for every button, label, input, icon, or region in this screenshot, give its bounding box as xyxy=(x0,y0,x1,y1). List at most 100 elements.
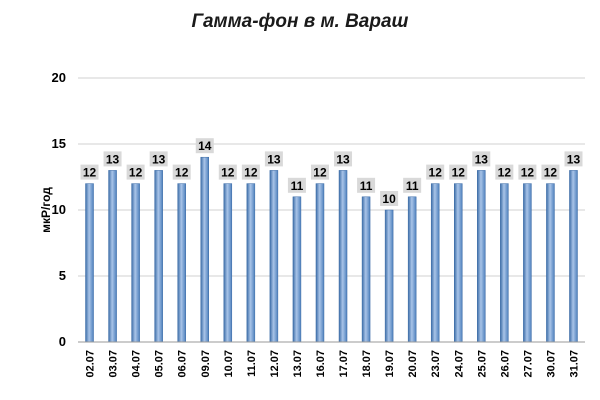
data-labels: 12 13 12 13 12 14 12 12 13 11 12 13 11 10 11 12 12 13 12 12… xyxy=(80,138,583,206)
data-label-bg xyxy=(195,138,214,154)
data-label: 13 xyxy=(267,152,281,166)
bar-06.07 xyxy=(177,183,186,343)
bar-11.07 xyxy=(246,183,256,343)
bar-02.07 xyxy=(85,183,94,343)
x-tick-label: 31.07 xyxy=(568,350,580,378)
x-tick-label: 17.07 xyxy=(338,350,350,378)
x-tick-label: 04.07 xyxy=(131,350,143,378)
bar-09.07 xyxy=(200,156,209,343)
y-tick-label: 5 xyxy=(59,268,66,283)
data-label-bg xyxy=(357,177,376,193)
data-label: 13 xyxy=(106,152,120,166)
data-label: 12 xyxy=(429,166,443,180)
x-tick-label: 18.07 xyxy=(361,350,373,378)
bar-25.07 xyxy=(477,170,486,343)
data-label-bg xyxy=(403,177,422,193)
y-tick-labels: 0 5 10 15 20 xyxy=(52,70,66,349)
bar-30.07 xyxy=(546,183,555,343)
data-label-bg xyxy=(380,191,399,206)
data-label-bg xyxy=(541,164,560,180)
data-label-bg xyxy=(218,164,237,180)
data-label: 12 xyxy=(175,166,189,180)
data-label-bg xyxy=(495,164,514,180)
bar-17.07 xyxy=(338,170,348,343)
data-label: 14 xyxy=(198,139,212,153)
x-tick-label: 10.07 xyxy=(223,350,235,378)
x-tick-label: 20.07 xyxy=(407,350,419,378)
data-label: 13 xyxy=(152,152,166,166)
x-tick-label: 02.07 xyxy=(85,350,97,378)
x-tick-label: 11.07 xyxy=(246,350,258,377)
x-tick-label: 09.07 xyxy=(200,350,212,378)
data-label: 12 xyxy=(83,166,97,180)
y-axis-label: мкР/год xyxy=(39,187,53,233)
data-label: 11 xyxy=(291,179,304,193)
bar-03.07 xyxy=(108,170,117,343)
chart-title: Гамма-фон в м. Вараш xyxy=(192,11,409,32)
grid-lines xyxy=(78,77,585,343)
data-label: 13 xyxy=(336,152,350,166)
bar-19.07 xyxy=(384,209,394,343)
x-tick-label: 27.07 xyxy=(522,350,534,378)
data-label: 12 xyxy=(544,166,558,180)
data-label: 13 xyxy=(475,152,489,166)
bars xyxy=(85,156,578,343)
bar-23.07 xyxy=(430,183,440,343)
bar-20.07 xyxy=(407,196,417,343)
bar-16.07 xyxy=(315,183,325,343)
bar-05.07 xyxy=(154,170,163,343)
x-tick-label: 06.07 xyxy=(177,350,189,378)
data-label-bg xyxy=(426,164,445,180)
bar-13.07 xyxy=(292,196,302,343)
data-label: 12 xyxy=(452,166,466,180)
bar-12.07 xyxy=(269,170,279,343)
data-label-bg xyxy=(264,151,283,167)
data-label: 12 xyxy=(129,166,143,180)
x-tick-label: 24.07 xyxy=(453,350,465,378)
data-label-bg xyxy=(241,164,260,180)
data-label-bg xyxy=(472,151,491,167)
data-label: 10 xyxy=(382,192,396,206)
data-label-bg xyxy=(564,151,583,167)
x-tick-label: 12.07 xyxy=(269,350,281,378)
data-label: 12 xyxy=(313,166,327,180)
data-label: 12 xyxy=(521,166,535,180)
bar-26.07 xyxy=(500,183,509,343)
y-tick-label: 0 xyxy=(59,334,66,349)
x-tick-label: 26.07 xyxy=(499,350,511,378)
x-tick-label: 05.07 xyxy=(154,350,166,378)
data-label: 12 xyxy=(498,166,512,180)
y-tick-label: 15 xyxy=(52,136,66,151)
bar-18.07 xyxy=(361,196,371,343)
data-label-bg xyxy=(80,164,99,180)
bar-31.07 xyxy=(569,170,578,343)
x-tick-label: 25.07 xyxy=(476,350,488,378)
x-tick-labels: 02.07 03.07 04.07 05.07 06.07 09.07 10.07 11.07… xyxy=(85,350,581,378)
data-label-bg xyxy=(310,164,329,180)
y-tick-label: 10 xyxy=(52,202,66,217)
x-tick-label: 03.07 xyxy=(108,350,120,378)
data-label-bg xyxy=(334,151,353,167)
x-tick-label: 30.07 xyxy=(545,350,557,378)
x-tick-label: 16.07 xyxy=(315,350,327,378)
data-label-bg xyxy=(518,164,537,180)
data-label-bg xyxy=(126,164,145,180)
data-label: 12 xyxy=(244,166,258,180)
bar-04.07 xyxy=(131,183,140,343)
bar-24.07 xyxy=(454,183,463,343)
data-label: 12 xyxy=(221,166,235,180)
data-label: 13 xyxy=(567,152,581,166)
x-tick-label: 13.07 xyxy=(292,350,304,378)
data-label: 11 xyxy=(406,179,419,193)
data-label-bg xyxy=(103,151,122,167)
x-tick-label: 23.07 xyxy=(430,350,442,378)
bar-27.07 xyxy=(523,183,532,343)
bar-10.07 xyxy=(223,183,233,343)
data-label-bg xyxy=(149,151,168,167)
data-label: 11 xyxy=(360,179,373,193)
data-label-bg xyxy=(287,177,306,193)
y-tick-label: 20 xyxy=(52,70,66,85)
data-label-bg xyxy=(172,164,191,180)
x-tick-label: 19.07 xyxy=(384,350,396,378)
